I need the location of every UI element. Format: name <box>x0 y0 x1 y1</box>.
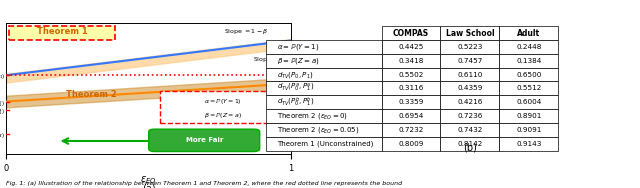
Text: Theorem 1: Theorem 1 <box>36 27 87 36</box>
Text: Slope $= \beta$: Slope $= \beta$ <box>253 55 285 64</box>
Text: Fig. 1: (a) Illustration of the relationship between Theorem 1 and Theorem 2, wh: Fig. 1: (a) Illustration of the relation… <box>6 181 403 186</box>
Text: (b): (b) <box>463 143 477 153</box>
Text: Theorem 2: Theorem 2 <box>67 90 117 99</box>
Text: (a): (a) <box>142 183 156 188</box>
Text: $\alpha = \mathbb{P}(Y=1)$: $\alpha = \mathbb{P}(Y=1)$ <box>204 97 242 106</box>
FancyBboxPatch shape <box>9 26 115 40</box>
Text: $\beta = \mathbb{P}(Z=a)$: $\beta = \mathbb{P}(Z=a)$ <box>204 111 242 121</box>
FancyBboxPatch shape <box>160 91 285 123</box>
X-axis label: $\epsilon_{EO}$: $\epsilon_{EO}$ <box>140 174 157 186</box>
Text: More Fair: More Fair <box>186 137 223 143</box>
FancyBboxPatch shape <box>148 129 260 152</box>
Text: Slope $= 1-\beta$: Slope $= 1-\beta$ <box>224 27 268 36</box>
